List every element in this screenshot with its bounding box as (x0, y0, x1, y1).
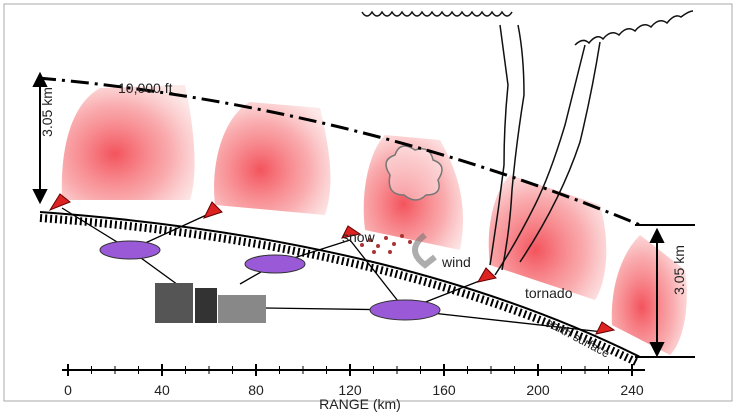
snow-label: snow (342, 229, 376, 245)
left-height-label: 3.05 km (39, 87, 55, 137)
servers (155, 283, 266, 323)
beam (214, 102, 331, 215)
frame (3, 3, 733, 402)
altitude-label: 10,000 ft (118, 80, 173, 96)
tornado-label: tornado (525, 285, 573, 301)
beam (611, 235, 687, 355)
wind-arrow (412, 232, 437, 269)
altitude-line (37, 76, 641, 227)
beam (363, 135, 464, 250)
storms (361, 10, 694, 276)
radar-beams (61, 85, 687, 355)
radars (48, 193, 616, 335)
beam (61, 85, 195, 200)
network-nodes (99, 240, 441, 321)
snow-particles (360, 234, 412, 254)
tick-label: 80 (248, 382, 264, 398)
tick-label: 240 (620, 382, 644, 398)
axis-title: RANGE (km) (319, 396, 401, 412)
wind-label: wind (441, 254, 471, 270)
height-arrows (32, 71, 695, 358)
range-axis: 0 40 80 120 160 200 240 (64, 364, 644, 398)
earth-surface (39, 211, 641, 358)
right-height-label: 3.05 km (671, 245, 687, 295)
beam (488, 175, 607, 300)
tick-label: 200 (526, 382, 550, 398)
tick-label: 120 (338, 382, 362, 398)
tick-label: 40 (154, 382, 170, 398)
tick-label: 160 (432, 382, 456, 398)
tick-label: 0 (64, 382, 72, 398)
